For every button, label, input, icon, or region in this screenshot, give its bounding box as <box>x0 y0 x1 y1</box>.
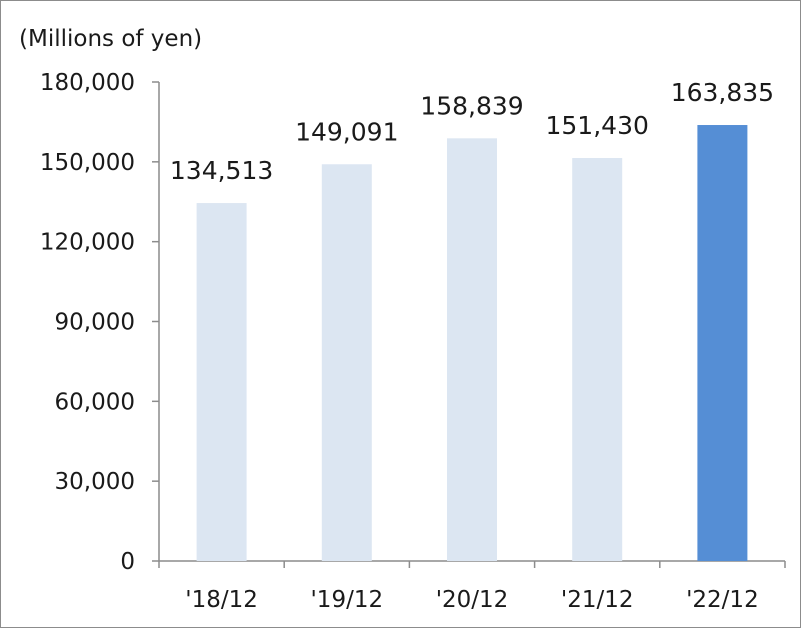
bar <box>447 138 497 561</box>
y-axis: 0 30,000 60,000 90,000 120,000 150,000 180,000 <box>40 70 160 575</box>
bar <box>572 158 623 561</box>
x-tick-label: '22/12 <box>686 587 759 613</box>
x-tick-label: '21/12 <box>561 587 634 613</box>
data-label: 134,513 <box>170 156 273 185</box>
x-tick-label: '19/12 <box>310 587 383 613</box>
x-axis: '18/12 '19/12 '20/12 '21/12 '22/12 <box>158 560 786 613</box>
data-label: 149,091 <box>295 117 398 146</box>
bars <box>196 125 748 562</box>
y-tick-label: 90,000 <box>55 310 135 336</box>
y-tick-label: 30,000 <box>55 469 135 495</box>
data-label: 163,835 <box>671 78 774 107</box>
x-tick-label: '20/12 <box>436 587 509 613</box>
y-tick-label: 150,000 <box>40 150 135 176</box>
y-tick-label: 60,000 <box>55 389 135 415</box>
x-tick-label: '18/12 <box>185 587 258 613</box>
bar <box>321 164 372 561</box>
y-tick-label: 120,000 <box>40 230 135 256</box>
unit-label: (Millions of yen) <box>19 26 202 52</box>
y-tick-label: 0 <box>120 549 135 575</box>
data-label: 158,839 <box>420 91 523 120</box>
bar <box>697 125 748 562</box>
data-labels: 134,513 149,091 158,839 151,430 163,835 <box>170 78 774 185</box>
y-tick-label: 180,000 <box>40 70 135 96</box>
bar <box>196 203 247 561</box>
data-label: 151,430 <box>546 111 649 140</box>
